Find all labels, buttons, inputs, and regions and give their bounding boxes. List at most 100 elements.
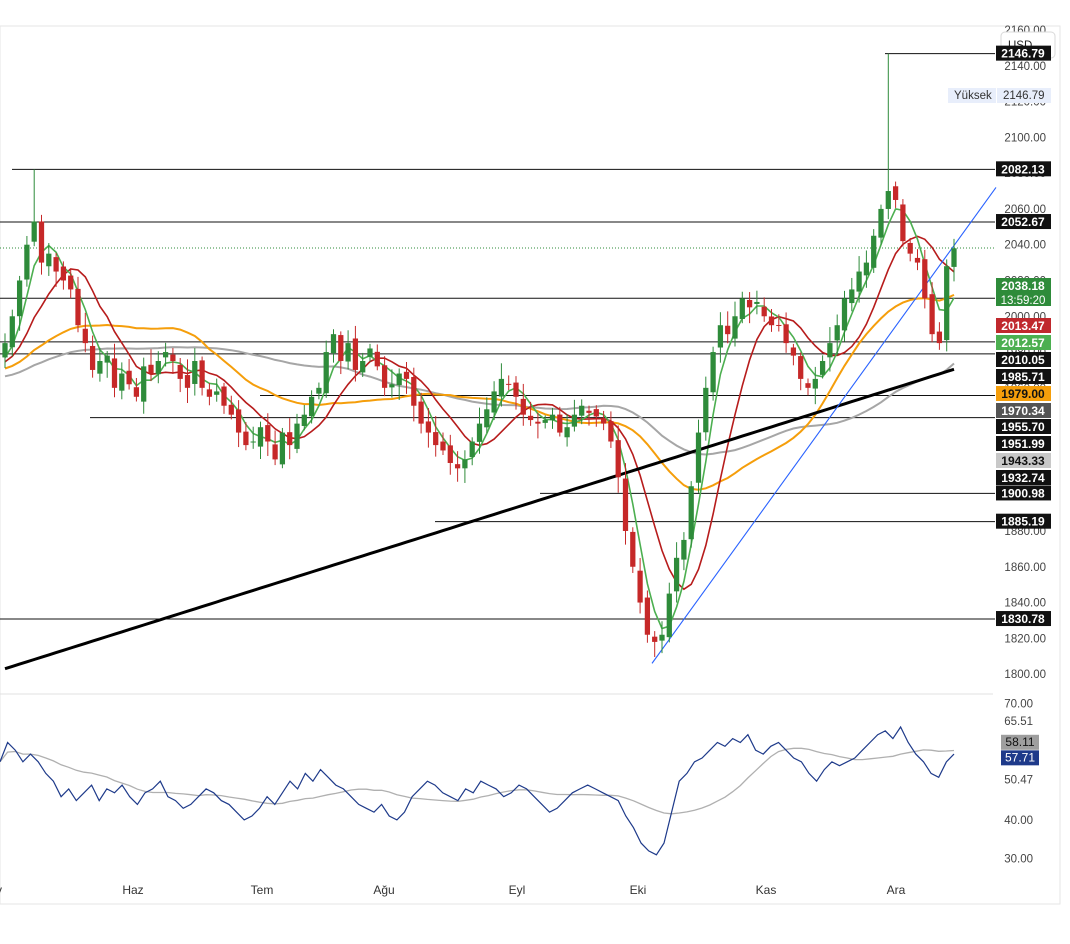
candle <box>308 390 315 424</box>
candle <box>513 376 519 410</box>
rsi-marker-label: 58.11 <box>1005 735 1034 749</box>
candle <box>644 590 651 643</box>
level-price-badge <box>996 513 1051 529</box>
candle-body <box>871 235 877 268</box>
level-price-badge <box>996 470 1051 485</box>
price-tick-label: 2060.00 <box>1004 204 1046 216</box>
candle-body <box>725 325 731 335</box>
candle <box>279 427 286 469</box>
candle-body <box>630 531 636 567</box>
candle-body <box>549 414 556 421</box>
candle <box>345 330 351 370</box>
candle <box>389 369 395 398</box>
time-tick-label: Haz <box>122 883 143 897</box>
candle-body <box>119 373 125 391</box>
candle-body <box>454 464 461 469</box>
candle <box>907 237 913 262</box>
candle-body <box>279 432 286 465</box>
candle-body <box>425 421 432 433</box>
level-price-label: 1885.19 <box>1001 515 1045 529</box>
candle <box>272 430 278 466</box>
rsi-marker-badge <box>1001 734 1039 750</box>
candle <box>352 325 359 382</box>
candle-body <box>542 420 548 423</box>
candle <box>38 214 45 275</box>
candle <box>622 463 629 545</box>
candle-body <box>498 378 505 397</box>
candle-body <box>798 356 804 379</box>
candle-body <box>301 414 307 426</box>
candle-body <box>863 262 870 276</box>
candle <box>849 277 855 312</box>
candle <box>214 378 220 402</box>
ma-black-line <box>4 367 955 671</box>
candle <box>768 309 775 332</box>
candle-body <box>155 361 161 375</box>
candle-body <box>659 634 665 641</box>
candle-body <box>703 387 709 433</box>
candle <box>783 312 789 353</box>
level-price-badge <box>996 403 1051 418</box>
candle-body <box>892 186 899 200</box>
candle-body <box>856 271 862 292</box>
candle <box>425 408 432 448</box>
candle <box>673 542 680 603</box>
candle-body <box>104 355 110 363</box>
candle-body <box>133 387 140 397</box>
candle-body <box>476 423 483 442</box>
candle-body <box>878 208 884 238</box>
candle-body <box>206 389 213 397</box>
candle-body <box>768 316 775 326</box>
candle-body <box>396 373 402 386</box>
candle <box>834 314 840 356</box>
candle <box>301 404 307 431</box>
candle <box>104 351 110 378</box>
candle <box>951 238 957 282</box>
candle-body <box>907 242 913 254</box>
candle <box>2 333 8 369</box>
high-value: 2146.79 <box>1003 90 1045 102</box>
level-price-label: 1955.70 <box>1001 420 1045 434</box>
candle <box>111 343 118 398</box>
candle <box>542 415 548 429</box>
candle-body <box>936 331 943 344</box>
candle <box>155 351 161 384</box>
candle-body <box>250 441 256 443</box>
candle-body <box>433 432 439 446</box>
candle-body <box>462 459 468 469</box>
candle <box>681 532 687 571</box>
level-price-label: 2038.18 <box>1001 279 1045 293</box>
price-tick-label: 2040.00 <box>1004 240 1046 252</box>
candle <box>863 250 870 288</box>
candle <box>549 407 556 429</box>
candle-body <box>170 354 176 361</box>
candle <box>491 381 497 421</box>
candle <box>60 261 67 290</box>
candle-body <box>9 316 15 348</box>
candle-body <box>615 440 621 478</box>
candle-countdown: 13:59:20 <box>1001 295 1046 307</box>
candle-body <box>447 445 453 463</box>
candle <box>243 422 249 451</box>
candle <box>192 348 198 396</box>
level-price-badge <box>996 161 1051 177</box>
candle-body <box>352 338 359 370</box>
time-tick-label: Ara <box>887 883 906 897</box>
candle-body <box>812 378 818 389</box>
candle <box>82 312 88 353</box>
candle <box>608 411 614 448</box>
candle-body <box>75 288 81 326</box>
candle <box>593 405 599 427</box>
candle <box>454 451 461 482</box>
candle <box>257 421 264 460</box>
candle-body <box>440 441 446 451</box>
time-axis[interactable]: May Haz Tem Ağu Eyl Eki Kas Ara <box>0 883 906 897</box>
level-price-badge <box>996 386 1051 401</box>
level-price-badge <box>996 278 1051 306</box>
candle-body <box>513 382 519 397</box>
level-price-label: 2082.13 <box>1001 162 1045 176</box>
candle <box>170 348 176 374</box>
candle-body <box>294 423 300 449</box>
